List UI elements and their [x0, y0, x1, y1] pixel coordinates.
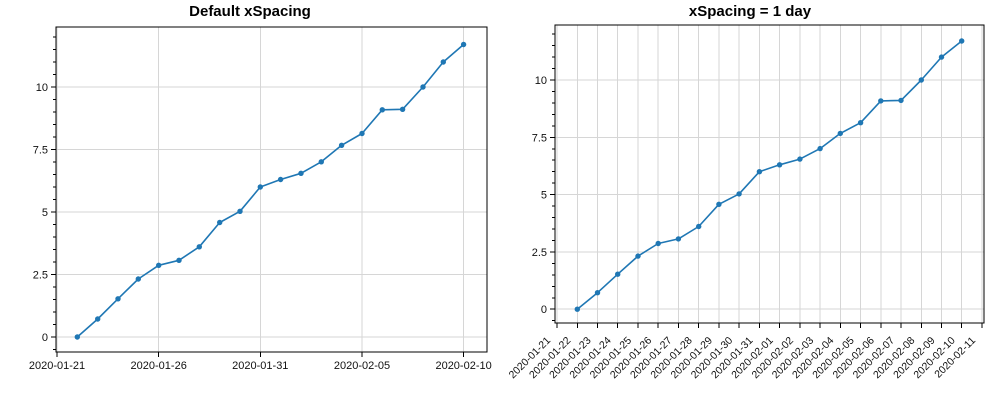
data-point: [756, 169, 763, 175]
chart-title-default-xspacing: Default xSpacing: [189, 3, 311, 20]
y-axis-tick-label: 7.5: [33, 145, 48, 157]
data-point: [135, 276, 141, 282]
data-point: [338, 142, 345, 148]
x-axis-tick-label: 2020-02-05: [334, 360, 390, 372]
data-point: [918, 77, 924, 83]
data-point: [716, 201, 722, 207]
data-point: [857, 120, 864, 126]
data-point: [359, 130, 365, 137]
chart-panel-default-xspacing: Default xSpacing 0 2.5 5 7.5 10 2020-01-21 202…: [29, 3, 492, 372]
x-axis-tick-label: 2020-01-31: [232, 360, 288, 372]
data-point: [959, 38, 965, 44]
data-point: [420, 84, 426, 90]
data-point: [196, 244, 202, 250]
y-axis-tick-label: 5: [541, 190, 547, 202]
data-point: [938, 54, 945, 60]
data-point: [399, 106, 406, 113]
y-axis-tick-label: 2.5: [33, 270, 48, 282]
x-axis-tick-label: 2020-01-26: [131, 360, 187, 372]
y-axis-tick-label: 10: [535, 75, 547, 87]
data-line: [576, 40, 963, 310]
data-point: [655, 240, 661, 247]
line-chart-default-xspacing: 0 2.5 5 7.5 10 2020-01-21 2020-01-26 2020-01-31…: [29, 26, 492, 372]
data-point: [776, 162, 783, 168]
data-point: [176, 257, 182, 263]
data-point: [615, 271, 621, 277]
data-point: [635, 253, 641, 259]
y-axis-tick-label: 0: [42, 332, 48, 344]
data-point: [74, 334, 81, 340]
data-point: [257, 184, 263, 190]
x-axis-tick-label: 2020-01-21: [29, 360, 85, 372]
data-point: [318, 159, 324, 165]
data-point: [217, 219, 223, 226]
data-point: [277, 176, 284, 183]
y-axis-tick-label: 0: [541, 304, 547, 316]
data-point: [460, 41, 467, 48]
data-point: [736, 191, 742, 197]
data-line: [76, 43, 465, 338]
x-axis-tick-label: 2020-02-10: [435, 360, 491, 372]
data-point: [156, 262, 162, 268]
chart-title-xspacing-1day: xSpacing = 1 day: [688, 3, 812, 20]
data-point: [797, 156, 803, 162]
data-point: [574, 306, 580, 312]
chart-panel-xspacing-1day: xSpacing = 1 day 0 2.5 5 7.5 10 2020-01-21 202…: [500, 0, 1000, 400]
data-point: [675, 236, 682, 242]
line-chart-xspacing-1day: 02.557.5102020-01-212020-01-222020-01-23…: [507, 24, 985, 381]
data-point: [115, 296, 121, 302]
data-point: [379, 107, 385, 113]
data-point: [95, 316, 101, 322]
y-axis-tick-label: 10: [36, 82, 48, 94]
data-point: [298, 170, 304, 176]
data-point: [440, 59, 446, 65]
data-point: [594, 290, 601, 296]
data-point: [898, 97, 904, 104]
axis-frame: [55, 26, 488, 353]
y-axis-tick-label: 5: [42, 207, 48, 219]
data-point: [878, 98, 884, 104]
data-point: [817, 145, 823, 152]
y-axis-tick-label: 7.5: [532, 132, 547, 144]
data-point: [696, 223, 702, 230]
y-axis-tick-label: 2.5: [532, 247, 547, 259]
data-point: [837, 130, 843, 137]
axis-frame: [554, 24, 985, 324]
data-point: [237, 208, 243, 214]
